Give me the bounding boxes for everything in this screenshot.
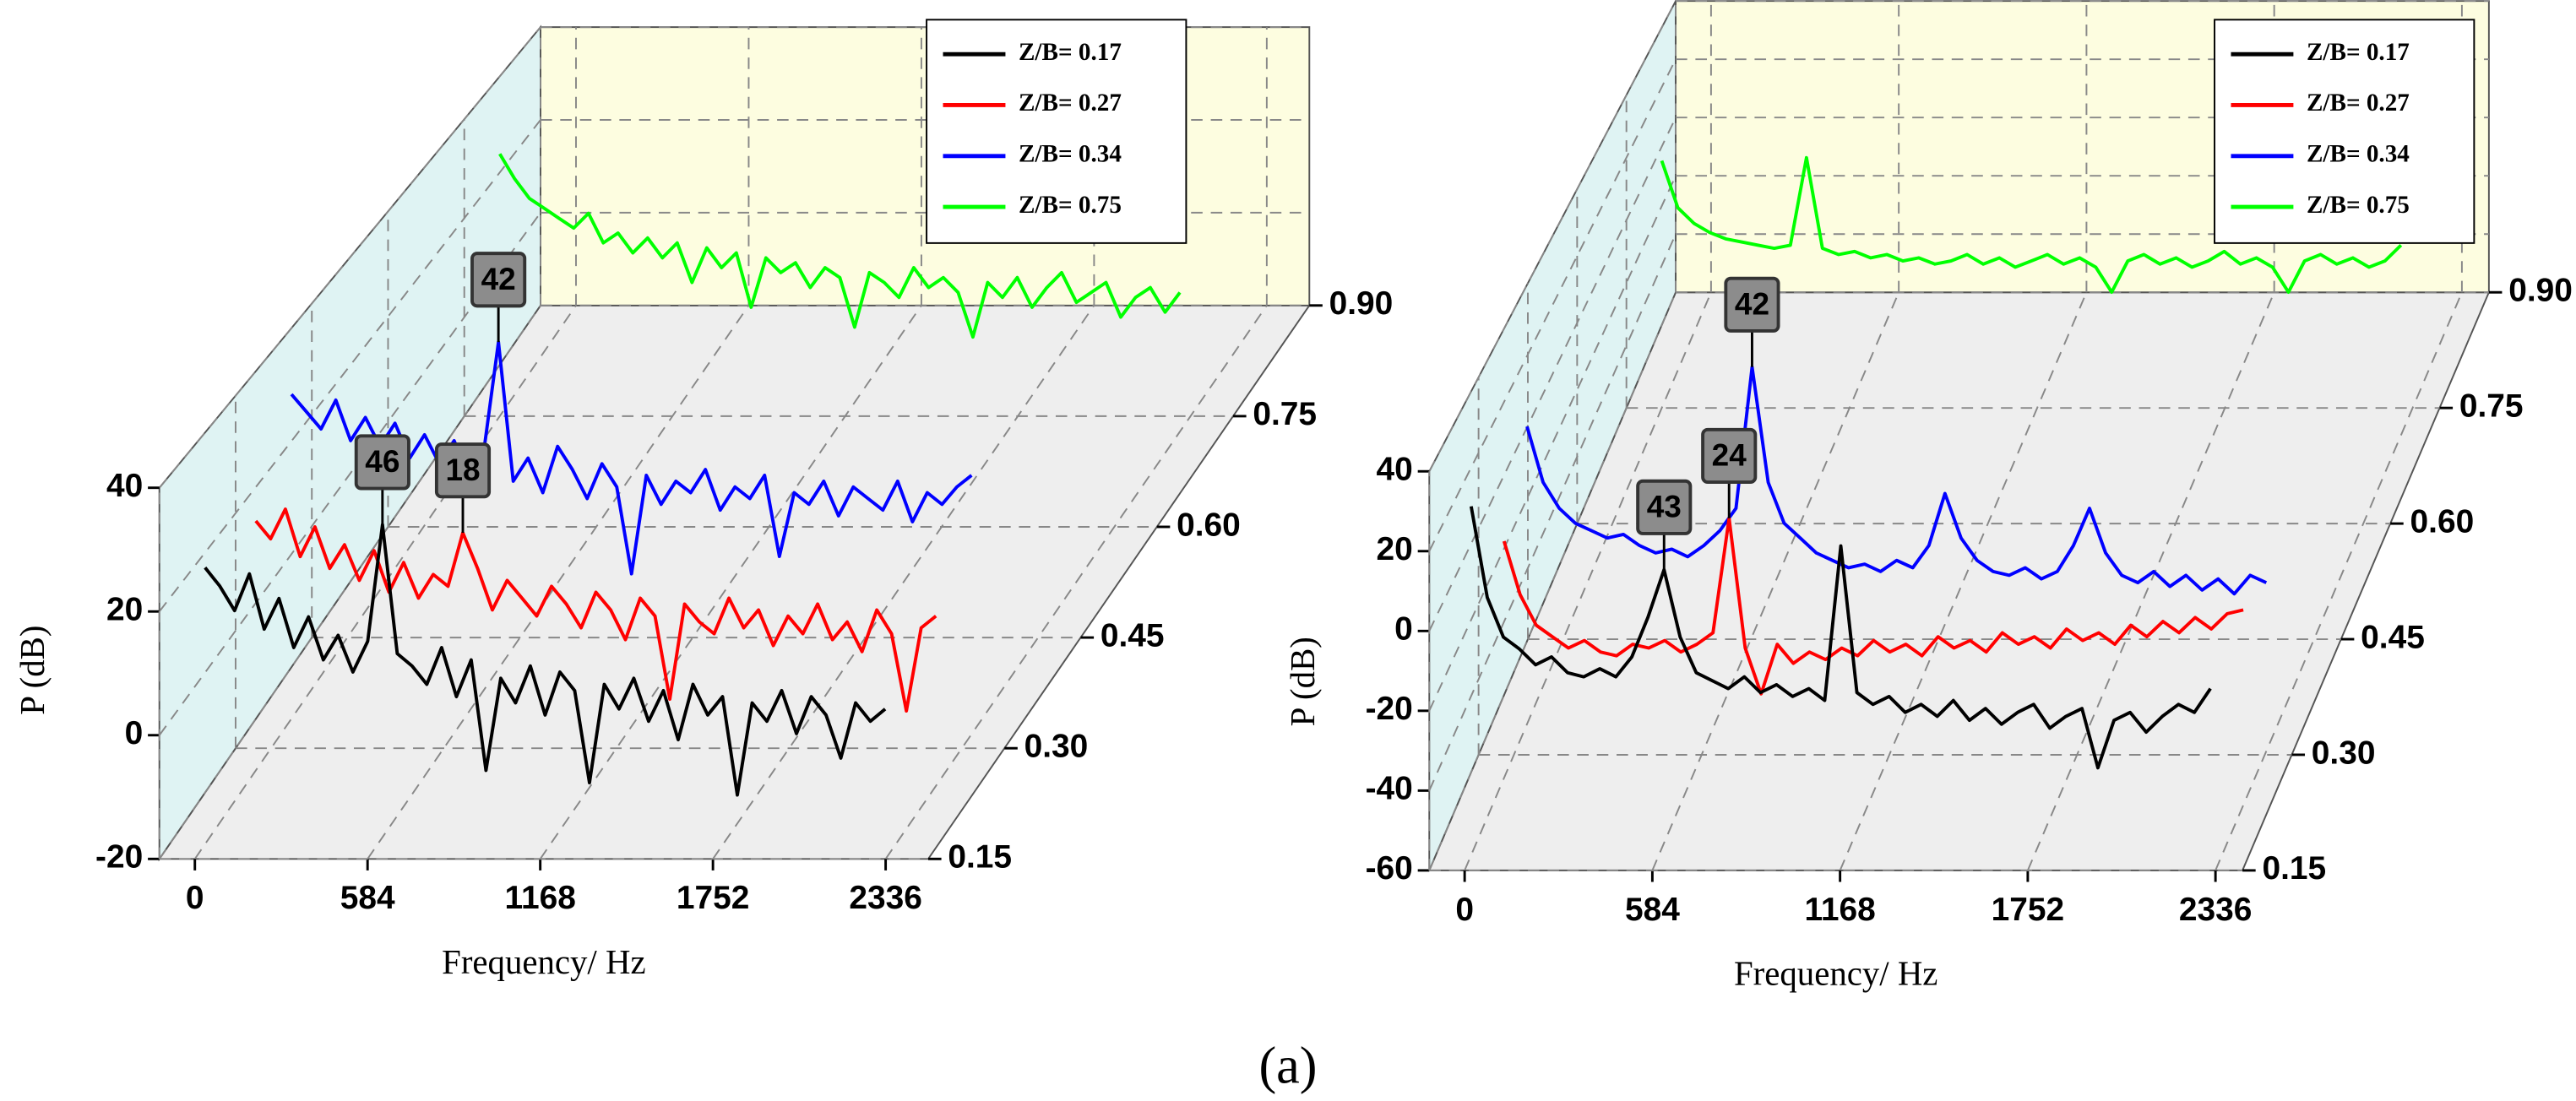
z-tick-label: 0.30 xyxy=(2312,735,2376,771)
grid-line xyxy=(1428,0,1677,472)
annotation-label: 42 xyxy=(1735,287,1769,322)
legend-label: Z/B= 0.27 xyxy=(2307,89,2410,117)
annotation-label: 46 xyxy=(365,444,399,479)
y-tick-label: 0 xyxy=(125,715,144,751)
series-line xyxy=(1502,516,2244,696)
x-tick-label: 2336 xyxy=(849,880,922,916)
annotation-label: 43 xyxy=(1647,490,1682,524)
caption: (a) xyxy=(1258,1037,1317,1094)
x-tick-label: 0 xyxy=(186,880,204,916)
series-line xyxy=(1525,365,2268,596)
x-tick-label: 1168 xyxy=(504,880,575,916)
z-tick-label: 0.90 xyxy=(2508,273,2573,309)
grid-line xyxy=(1464,291,1712,871)
x-tick-label: 1752 xyxy=(1992,892,2065,928)
z-tick-label: 0.15 xyxy=(2262,850,2326,887)
annotation-box xyxy=(1636,479,1693,535)
series-line xyxy=(204,523,887,797)
z-tick-label: 0.45 xyxy=(1101,617,1165,654)
legend-label: Z/B= 0.27 xyxy=(1019,89,1122,117)
legend-label: Z/B= 0.34 xyxy=(2307,140,2410,167)
grid-line xyxy=(158,26,541,489)
back-wall xyxy=(540,26,1311,306)
x-tick-label: 1168 xyxy=(1804,892,1875,928)
z-tick-label: 0.75 xyxy=(2459,388,2524,424)
grid-line xyxy=(539,305,922,860)
x-axis-label: Frequency/ Hz xyxy=(1734,955,1937,993)
x-axis-label: Frequency/ Hz xyxy=(442,943,645,981)
grid-line xyxy=(1428,291,1677,871)
annotation-box xyxy=(1701,427,1758,484)
grid-line xyxy=(158,119,541,612)
annotation-box xyxy=(354,434,410,491)
x-tick-label: 1752 xyxy=(677,880,750,916)
grid-line xyxy=(1839,291,2088,871)
annotation-box xyxy=(434,442,492,499)
grid-line xyxy=(1428,117,1677,632)
y-tick-label: 40 xyxy=(106,468,143,504)
x-tick-label: 584 xyxy=(340,880,395,916)
z-tick-label: 0.60 xyxy=(1177,507,1241,543)
y-tick-label: -60 xyxy=(1366,850,1413,887)
annotation-label: 42 xyxy=(481,262,516,296)
grid-line xyxy=(1428,58,1677,552)
y-tick-label: -20 xyxy=(1366,691,1413,727)
z-tick-label: 0.90 xyxy=(1329,285,1394,322)
z-tick-label: 0.45 xyxy=(2361,619,2425,655)
grid-line xyxy=(2026,291,2275,871)
y-tick-label: -40 xyxy=(1366,771,1413,807)
series-line xyxy=(254,507,937,713)
legend-label: Z/B= 0.17 xyxy=(1019,39,1122,66)
grid-line xyxy=(1428,233,1677,791)
x-tick-label: 2336 xyxy=(2179,892,2253,928)
y-tick-label: 0 xyxy=(1394,611,1413,648)
annotation-label: 24 xyxy=(1712,438,1747,473)
series-line xyxy=(1469,506,2212,770)
y-axis-label: P (dB) xyxy=(1284,637,1322,726)
z-tick-label: 0.75 xyxy=(1253,396,1317,432)
series-line xyxy=(498,153,1182,339)
annotation-box xyxy=(1724,276,1780,333)
grid-line xyxy=(158,305,541,860)
legend-label: Z/B= 0.17 xyxy=(2307,39,2410,66)
x-tick-label: 584 xyxy=(1625,892,1680,928)
y-tick-label: -20 xyxy=(95,839,143,876)
series-line xyxy=(1660,155,2403,294)
y-tick-label: 20 xyxy=(1377,531,1413,567)
grid-line xyxy=(712,305,1095,860)
legend-label: Z/B= 0.75 xyxy=(1019,192,1122,219)
legend-label: Z/B= 0.75 xyxy=(2307,192,2410,219)
grid-line xyxy=(1651,291,1900,871)
grid-line xyxy=(2215,291,2463,871)
z-tick-label: 0.30 xyxy=(1024,728,1089,764)
grid-line xyxy=(884,305,1268,860)
y-axis-label: P (dB) xyxy=(14,625,52,714)
legend-label: Z/B= 0.34 xyxy=(1019,140,1122,167)
y-tick-label: 40 xyxy=(1377,452,1413,488)
grid-line xyxy=(367,305,750,860)
x-tick-label: 0 xyxy=(1455,892,1474,928)
panel: -20 0 20 40 0 584 1168 1752 2336 0.15 0.30 0.45 0.60… xyxy=(14,19,1393,981)
z-tick-label: 0.15 xyxy=(948,839,1012,876)
y-tick-label: 20 xyxy=(106,592,143,628)
annotation-box xyxy=(470,252,527,308)
z-tick-label: 0.60 xyxy=(2410,503,2475,540)
annotation-label: 18 xyxy=(445,453,480,487)
